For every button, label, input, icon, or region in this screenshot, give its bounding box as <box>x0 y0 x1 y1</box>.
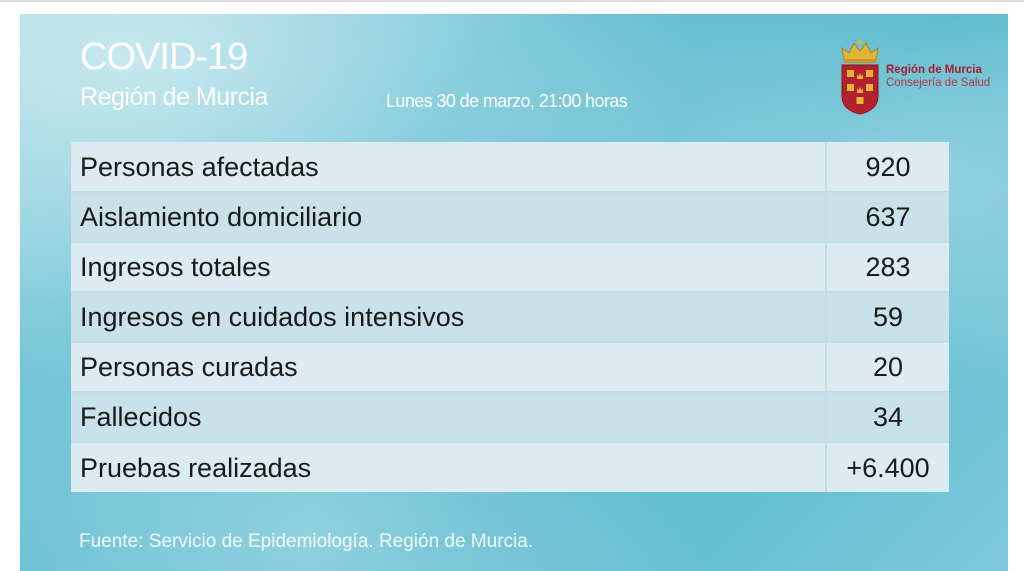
row-label: Ingresos totales <box>71 242 827 293</box>
source-note: Fuente: Servicio de Epidemiología. Regió… <box>79 531 534 552</box>
logo-department: Consejería de Salud <box>886 77 991 89</box>
row-label: Aislamiento domiciliario <box>71 192 827 243</box>
row-value: 34 <box>826 392 949 443</box>
row-value: 20 <box>826 342 949 393</box>
logo-region-name: Región de Murcia <box>886 64 982 76</box>
row-label: Personas curadas <box>71 342 827 393</box>
report-date: Lunes 30 de marzo, 21:00 horas <box>386 91 628 111</box>
top-divider <box>0 0 1024 2</box>
region-logo: Región de Murcia Consejería de Salud <box>838 38 998 116</box>
table-row: Aislamiento domiciliario 637 <box>71 192 949 243</box>
row-value: 920 <box>826 142 949 193</box>
row-label: Pruebas realizadas <box>71 442 827 492</box>
row-value: 59 <box>826 292 949 343</box>
table-row: Fallecidos 34 <box>71 392 949 443</box>
covid-report-slide: COVID-19 Región de Murcia Lunes 30 de ma… <box>20 14 1008 571</box>
region-subtitle: Región de Murcia <box>80 83 268 111</box>
row-label: Personas afectadas <box>71 142 827 193</box>
row-label: Fallecidos <box>71 392 827 443</box>
table-row: Personas afectadas 920 <box>71 142 949 193</box>
table-row: Pruebas realizadas +6.400 <box>71 442 949 492</box>
row-label: Ingresos en cuidados intensivos <box>71 292 827 343</box>
row-value: 637 <box>826 192 949 243</box>
table-row: Personas curadas 20 <box>71 342 949 393</box>
table-row: Ingresos totales 283 <box>71 242 949 293</box>
table-row: Ingresos en cuidados intensivos 59 <box>71 292 949 343</box>
row-value: 283 <box>826 242 949 293</box>
page-title: COVID-19 <box>80 36 248 78</box>
statistics-table: Personas afectadas 920 Aislamiento domic… <box>71 142 949 492</box>
region-murcia-coat-of-arms-icon <box>841 39 879 115</box>
row-value: +6.400 <box>826 442 949 492</box>
